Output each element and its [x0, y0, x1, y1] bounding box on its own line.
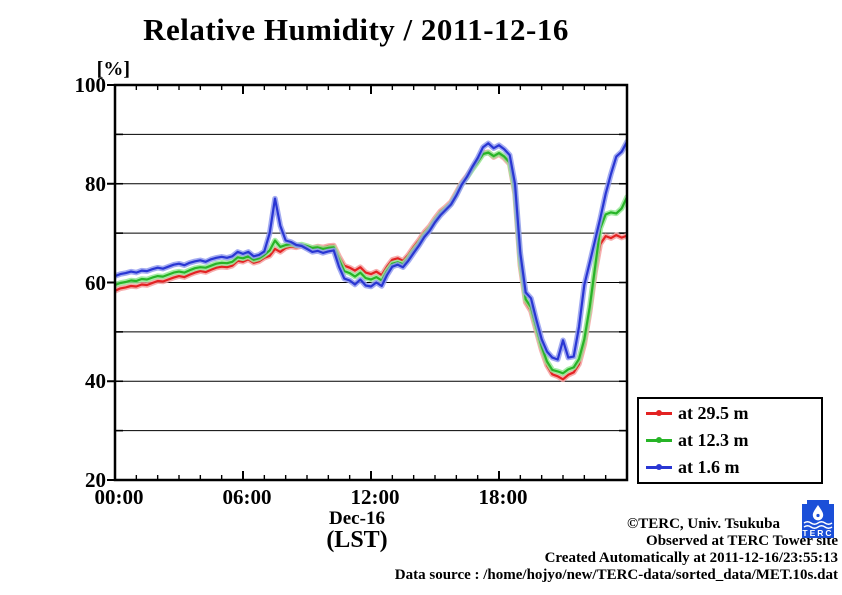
- x-tick-label-18-00: 18:00: [478, 485, 528, 509]
- legend-box: at 29.5 m at 12.3 m at 1.6 m: [637, 397, 823, 484]
- x-axis-timezone-label: (LST): [326, 527, 388, 553]
- logo-text: TERC: [802, 528, 833, 538]
- created-timestamp-text: Created Automatically at 2011-12-16/23:5…: [544, 550, 838, 566]
- legend-marker-blue: [646, 455, 672, 479]
- x-axis-date-label: Dec-16: [329, 508, 385, 529]
- series-line-1: [115, 151, 627, 375]
- copyright-text: ©TERC, Univ. Tsukuba: [627, 516, 780, 532]
- legend-label: at 29.5 m: [678, 402, 749, 423]
- legend-item-29-5m: at 29.5 m: [646, 401, 749, 425]
- x-tick-label-12-00: 12:00: [350, 485, 400, 509]
- y-axis-unit-label: [%]: [96, 58, 130, 80]
- legend-label: at 1.6 m: [678, 456, 740, 477]
- legend-marker-green: [646, 428, 672, 452]
- data-source-path-text: Data source : /home/hojyo/new/TERC-data/…: [394, 567, 838, 583]
- series-line-2: [115, 140, 627, 361]
- y-tick-label-60: 60: [85, 270, 106, 295]
- series-halo-0: [115, 149, 627, 383]
- y-tick-label-40: 40: [85, 369, 106, 394]
- chart-title: Relative Humidity / 2011-12-16: [143, 12, 569, 47]
- series-halo-2: [115, 139, 627, 363]
- series-line-0: [115, 151, 627, 381]
- legend-marker-red: [646, 401, 672, 425]
- legend-label: at 12.3 m: [678, 429, 749, 450]
- y-tick-label-100: 100: [74, 73, 107, 97]
- series-group: [115, 139, 627, 383]
- plot-frame: [113, 83, 629, 482]
- terc-logo: TERC: [802, 500, 834, 538]
- observed-site-text: Observed at TERC Tower site: [646, 533, 838, 549]
- legend-item-12-3m: at 12.3 m: [646, 428, 749, 452]
- x-tick-label-06-00: 06:00: [222, 485, 272, 509]
- y-tick-label-20: 20: [85, 468, 106, 492]
- legend-item-1-6m: at 1.6 m: [646, 455, 740, 479]
- y-tick-label-80: 80: [85, 171, 106, 196]
- x-tick-label-00-00: 00:00: [94, 485, 144, 509]
